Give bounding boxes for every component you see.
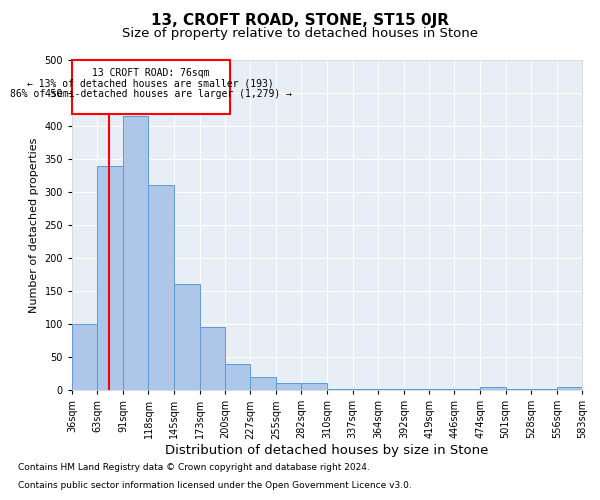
Bar [200, 328, 225, 390]
Bar [378, 388, 404, 390]
Bar [225, 364, 250, 390]
Bar [123, 116, 148, 390]
Text: 86% of semi-detached houses are larger (1,279) →: 86% of semi-detached houses are larger (… [10, 89, 292, 99]
Bar [328, 388, 353, 390]
Bar [557, 386, 582, 390]
Text: Contains public sector information licensed under the Open Government Licence v3: Contains public sector information licen… [18, 481, 412, 490]
Bar [531, 388, 557, 390]
Text: 13, CROFT ROAD, STONE, ST15 0JR: 13, CROFT ROAD, STONE, ST15 0JR [151, 12, 449, 28]
Bar [72, 60, 230, 114]
Bar [481, 386, 506, 390]
Bar [97, 166, 123, 390]
Bar [454, 388, 481, 390]
Text: ← 13% of detached houses are smaller (193): ← 13% of detached houses are smaller (19… [28, 78, 274, 88]
Text: Contains HM Land Registry data © Crown copyright and database right 2024.: Contains HM Land Registry data © Crown c… [18, 464, 370, 472]
X-axis label: Distribution of detached houses by size in Stone: Distribution of detached houses by size … [166, 444, 488, 457]
Bar [148, 186, 173, 390]
Bar [353, 388, 378, 390]
Bar [404, 388, 429, 390]
Y-axis label: Number of detached properties: Number of detached properties [29, 138, 39, 312]
Bar [276, 384, 301, 390]
Text: Size of property relative to detached houses in Stone: Size of property relative to detached ho… [122, 28, 478, 40]
Bar [506, 388, 531, 390]
Bar [250, 377, 276, 390]
Bar [301, 384, 328, 390]
Bar [429, 388, 454, 390]
Bar [72, 324, 97, 390]
Bar [173, 284, 200, 390]
Text: 13 CROFT ROAD: 76sqm: 13 CROFT ROAD: 76sqm [92, 68, 209, 78]
